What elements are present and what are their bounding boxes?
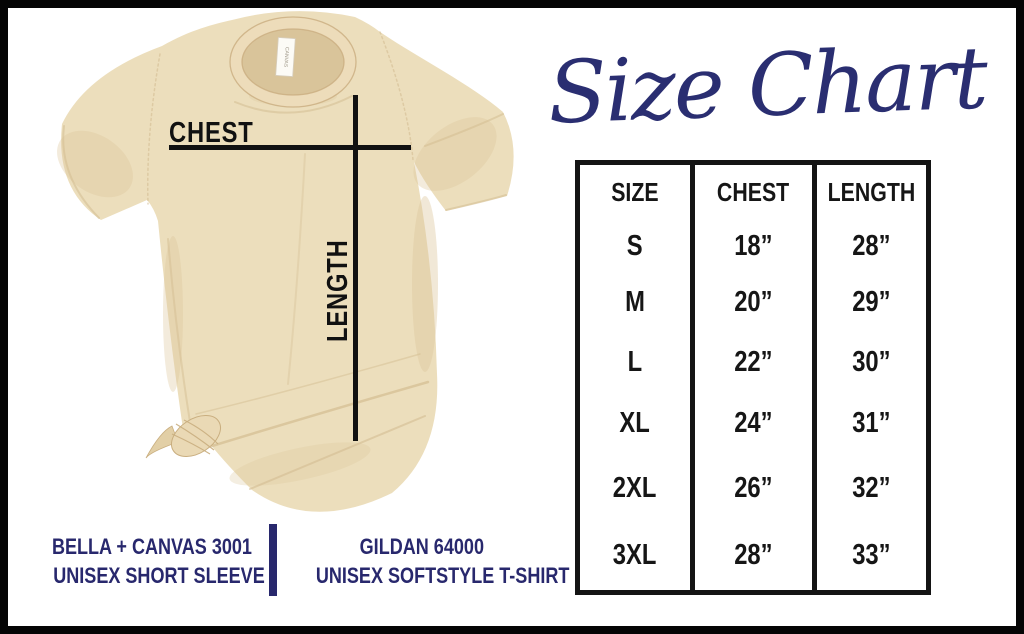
table-cell-size: L <box>627 345 643 378</box>
table-cell-chest: 20” <box>734 285 773 318</box>
size-table-col-size: SIZE S M L XL 2XL 3XL <box>580 165 690 590</box>
side-knot <box>145 415 221 459</box>
product-name-gildan: GILDAN 64000 UNISEX SOFTSTYLE T-SHIRT <box>288 532 570 590</box>
table-cell-length: 32” <box>852 471 891 504</box>
product-name-bella-canvas: BELLA + CANVAS 3001 UNISEX SHORT SLEEVE <box>30 532 265 590</box>
product-right-line2: UNISEX SOFTSTYLE T-SHIRT <box>315 563 570 588</box>
table-cell-length: 31” <box>852 406 891 439</box>
table-cell-chest: 28” <box>734 539 773 571</box>
size-table: SIZE S M L XL 2XL 3XL CHEST 18” 20” 22” … <box>575 160 931 595</box>
table-cell-length: 28” <box>852 229 891 262</box>
size-table-col-chest: CHEST 18” 20” 22” 24” 26” 28” <box>690 165 812 590</box>
collar-tag: CANVAS <box>275 37 296 78</box>
tag-text: CANVAS <box>282 47 289 68</box>
product-left-line1: BELLA + CANVAS 3001 <box>51 534 252 559</box>
chest-measure-line <box>169 145 411 150</box>
tshirt-photo: CANVAS CHEST LENGTH <box>57 11 514 512</box>
chest-measure-label: CHEST <box>169 116 254 149</box>
table-cell-chest: 18” <box>734 229 773 262</box>
table-cell-size: 2XL <box>613 471 657 504</box>
size-table-col-length: LENGTH 28” 29” 30” 31” 32” 33” <box>812 165 926 590</box>
measurement-overlay: CHEST LENGTH <box>169 95 411 441</box>
fabric-folds <box>62 31 507 490</box>
table-cell-chest: 26” <box>734 471 773 504</box>
table-cell-length: 33” <box>852 539 891 571</box>
table-cell-size: XL <box>619 406 651 439</box>
page-title: Size Chart <box>546 28 988 144</box>
tshirt-body: CANVAS <box>57 11 514 512</box>
product-left-line2: UNISEX SHORT SLEEVE <box>53 563 265 588</box>
table-cell-chest: 24” <box>734 406 773 439</box>
fabric-shading <box>57 86 497 486</box>
table-cell-chest: 22” <box>734 345 773 378</box>
table-cell-size: S <box>627 229 643 262</box>
table-cell-length: 29” <box>852 285 891 318</box>
product-right-line1: GILDAN 64000 <box>359 534 485 559</box>
length-measure-label: LENGTH <box>321 239 354 342</box>
table-cell-length: 30” <box>852 345 891 378</box>
column-header-chest: CHEST <box>717 177 790 207</box>
column-header-length: LENGTH <box>827 177 916 207</box>
table-cell-size: 3XL <box>613 539 657 571</box>
footer-divider <box>269 524 277 596</box>
column-header-size: SIZE <box>611 177 659 207</box>
length-measure-line <box>353 95 358 441</box>
table-cell-size: M <box>625 285 645 318</box>
